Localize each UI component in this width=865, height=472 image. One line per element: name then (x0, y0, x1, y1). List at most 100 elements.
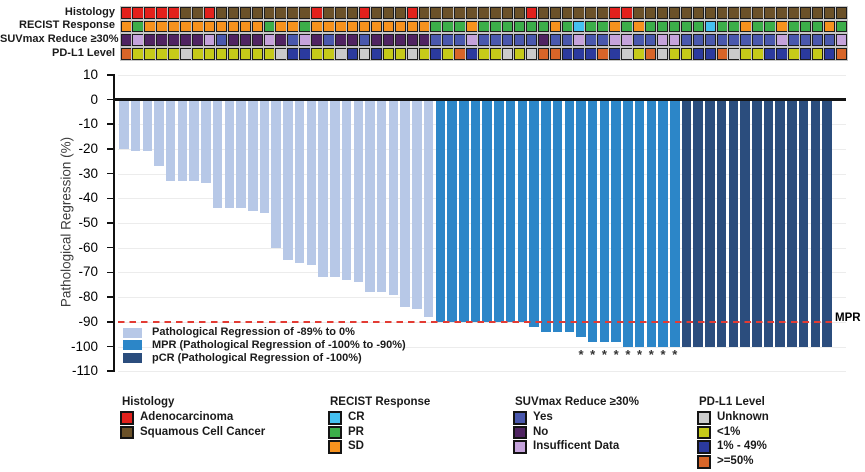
track-cell-pdl1 (763, 47, 777, 61)
y-gridline (118, 148, 846, 150)
track-cell-histology (214, 6, 229, 20)
track-cell-histology (453, 6, 467, 20)
bar-pcr (740, 99, 750, 347)
track-cell-suvmax (703, 33, 718, 47)
track-cell-suvmax (584, 33, 598, 47)
track-cell-histology (155, 6, 169, 20)
track-cell-pdl1 (703, 47, 718, 61)
track-cell-recist (489, 19, 503, 34)
y-tick-mark (106, 222, 114, 224)
track-cell-pdl1 (214, 47, 229, 61)
y-tick-mark (106, 321, 114, 323)
track-cell-pdl1 (179, 47, 193, 61)
track-cell-suvmax (238, 33, 253, 47)
track-cell-histology (286, 6, 300, 20)
track-cell-pdl1 (810, 47, 825, 61)
track-row-label-recist: RECIST Response (19, 19, 115, 32)
y-tick-label: -70 (78, 264, 98, 280)
asterisk-marker: * (672, 347, 678, 362)
track-cell-suvmax (453, 33, 467, 47)
track-cell-pdl1 (655, 47, 670, 61)
asterisk-marker: * (613, 347, 619, 362)
track-cell-recist (226, 19, 241, 34)
y-tick-label: -100 (70, 338, 98, 354)
asterisk-marker: * (648, 347, 654, 362)
track-cell-pdl1 (787, 47, 801, 61)
bar-mpr (646, 99, 657, 347)
legend-item-label: CR (348, 411, 365, 423)
track-cell-pdl1 (238, 47, 253, 61)
track-cell-recist (262, 19, 276, 34)
track-cell-histology (548, 6, 563, 20)
bar-mpr (576, 99, 586, 337)
bar-mpr (587, 99, 598, 342)
track-cell-pdl1 (679, 47, 694, 61)
track-cell-recist (560, 19, 574, 34)
bar-light (388, 99, 399, 295)
track-cell-histology (179, 6, 193, 20)
track-cell-suvmax (751, 33, 765, 47)
track-cell-suvmax (727, 33, 741, 47)
y-tick-mark (106, 123, 114, 125)
track-cell-suvmax (286, 33, 300, 47)
bar-mpr (611, 99, 621, 342)
track-cell-recist (238, 19, 253, 34)
bar-light (165, 99, 176, 181)
track-cell-recist (655, 19, 670, 34)
track-cell-histology (310, 6, 324, 20)
track-cell-histology (620, 6, 634, 20)
legend-item-label: Yes (533, 411, 553, 423)
y-tick-mark (106, 148, 114, 150)
bar-light (154, 99, 164, 167)
track-cell-histology (655, 6, 670, 20)
y-tick-label: -20 (78, 140, 98, 156)
track-cell-suvmax (393, 33, 408, 47)
track-cell-pdl1 (715, 47, 729, 61)
asterisk-marker: * (601, 347, 607, 362)
track-cell-suvmax (512, 33, 527, 47)
track-cell-pdl1 (322, 47, 336, 61)
y-tick-label: -30 (78, 165, 98, 181)
track-cell-histology (238, 6, 253, 20)
bar-light (259, 99, 270, 214)
track-cell-pdl1 (298, 47, 312, 61)
track-cell-histology (131, 6, 145, 20)
asterisk-marker: * (625, 347, 631, 362)
track-cell-histology (727, 6, 741, 20)
bar-mpr (552, 99, 563, 332)
track-cell-recist (119, 19, 133, 34)
track-cell-suvmax (441, 33, 455, 47)
bar-light (142, 99, 153, 152)
bar-pcr (705, 99, 715, 347)
track-cell-recist (250, 19, 265, 34)
mpr-reference-line (118, 320, 835, 323)
track-cell-suvmax (274, 33, 288, 47)
y-tick-mark (106, 98, 114, 101)
track-cell-recist (536, 19, 551, 34)
track-cell-recist (751, 19, 765, 34)
track-cell-suvmax (798, 33, 813, 47)
track-cell-histology (346, 6, 360, 20)
track-cell-suvmax (810, 33, 825, 47)
track-cell-pdl1 (405, 47, 420, 61)
bar-light (423, 99, 434, 317)
plot-legend-label: Pathological Regression of -89% to 0% (152, 326, 355, 338)
track-cell-suvmax (489, 33, 503, 47)
track-cell-recist (346, 19, 360, 34)
track-cell-histology (822, 6, 837, 20)
track-cell-suvmax (608, 33, 622, 47)
bar-mpr (505, 99, 516, 322)
legend-item-label: SD (348, 440, 364, 453)
track-cell-histology (429, 6, 443, 20)
track-cell-recist (763, 19, 777, 34)
bar-light (271, 99, 281, 248)
track-cell-histology (703, 6, 718, 20)
track-cell-suvmax (632, 33, 646, 47)
track-cell-recist (202, 19, 217, 34)
bar-pcr (716, 99, 727, 347)
track-cell-histology (489, 6, 503, 20)
bar-light (341, 99, 352, 280)
track-cell-recist (381, 19, 396, 34)
bar-pcr (775, 99, 785, 347)
